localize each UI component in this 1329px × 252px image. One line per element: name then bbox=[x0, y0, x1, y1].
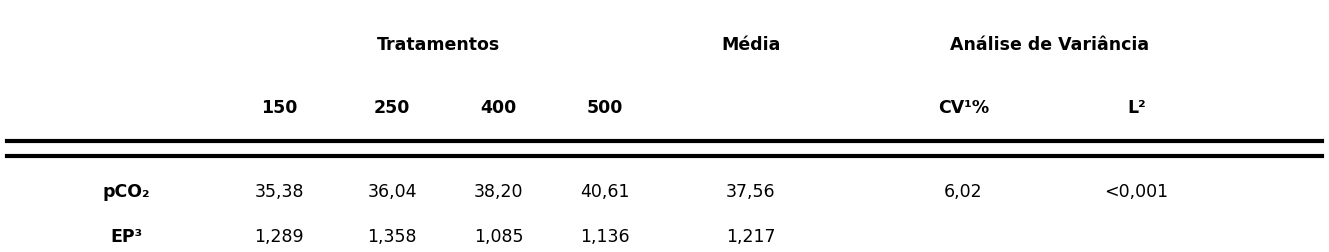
Text: 37,56: 37,56 bbox=[726, 182, 776, 201]
Text: 400: 400 bbox=[480, 99, 517, 117]
Text: 36,04: 36,04 bbox=[367, 182, 417, 201]
Text: EP³: EP³ bbox=[110, 228, 142, 246]
Text: L²: L² bbox=[1127, 99, 1146, 117]
Text: Tratamentos: Tratamentos bbox=[377, 36, 500, 54]
Text: pCO₂: pCO₂ bbox=[102, 182, 150, 201]
Text: 40,61: 40,61 bbox=[579, 182, 630, 201]
Text: 500: 500 bbox=[586, 99, 623, 117]
Text: 1,136: 1,136 bbox=[579, 228, 630, 246]
Text: 150: 150 bbox=[260, 99, 298, 117]
Text: 6,02: 6,02 bbox=[944, 182, 983, 201]
Text: 1,085: 1,085 bbox=[473, 228, 524, 246]
Text: 1,289: 1,289 bbox=[254, 228, 304, 246]
Text: CV¹%: CV¹% bbox=[938, 99, 989, 117]
Text: <0,001: <0,001 bbox=[1104, 182, 1168, 201]
Text: Análise de Variância: Análise de Variância bbox=[950, 36, 1150, 54]
Text: Média: Média bbox=[722, 36, 780, 54]
Text: 250: 250 bbox=[373, 99, 411, 117]
Text: 35,38: 35,38 bbox=[254, 182, 304, 201]
Text: 1,358: 1,358 bbox=[367, 228, 417, 246]
Text: 1,217: 1,217 bbox=[726, 228, 776, 246]
Text: 38,20: 38,20 bbox=[473, 182, 524, 201]
